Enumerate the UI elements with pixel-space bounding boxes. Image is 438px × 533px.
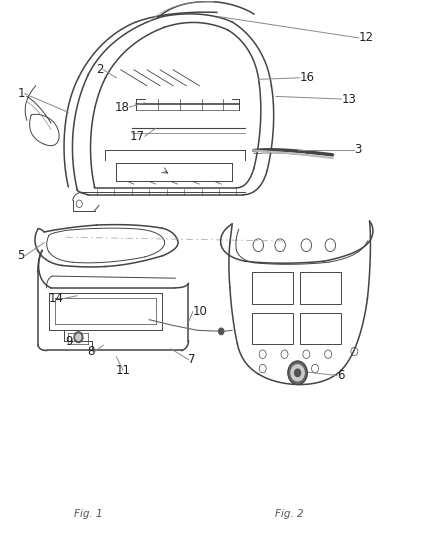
Circle shape <box>294 369 300 376</box>
Bar <box>252 272 293 304</box>
Circle shape <box>288 361 307 384</box>
Text: 13: 13 <box>341 93 356 106</box>
Text: 16: 16 <box>300 71 315 84</box>
Text: 3: 3 <box>354 143 362 156</box>
Text: 7: 7 <box>188 353 196 366</box>
Text: 10: 10 <box>193 305 208 318</box>
Text: 6: 6 <box>337 369 344 382</box>
Circle shape <box>74 332 83 343</box>
Text: Fig. 1: Fig. 1 <box>74 509 102 519</box>
Bar <box>300 313 341 344</box>
Text: 5: 5 <box>18 249 25 262</box>
Text: Fig. 2: Fig. 2 <box>275 509 303 519</box>
Text: 11: 11 <box>116 364 131 377</box>
Circle shape <box>76 334 81 341</box>
Text: 12: 12 <box>359 31 374 44</box>
Bar <box>300 272 341 304</box>
Text: 17: 17 <box>130 130 145 143</box>
Bar <box>252 313 293 344</box>
Text: 14: 14 <box>49 292 64 305</box>
Text: 8: 8 <box>87 345 95 358</box>
Circle shape <box>219 328 224 335</box>
Text: 18: 18 <box>115 101 130 114</box>
Text: 2: 2 <box>96 63 103 76</box>
Circle shape <box>291 365 304 381</box>
Text: 9: 9 <box>65 335 73 349</box>
Text: 1: 1 <box>17 87 25 100</box>
